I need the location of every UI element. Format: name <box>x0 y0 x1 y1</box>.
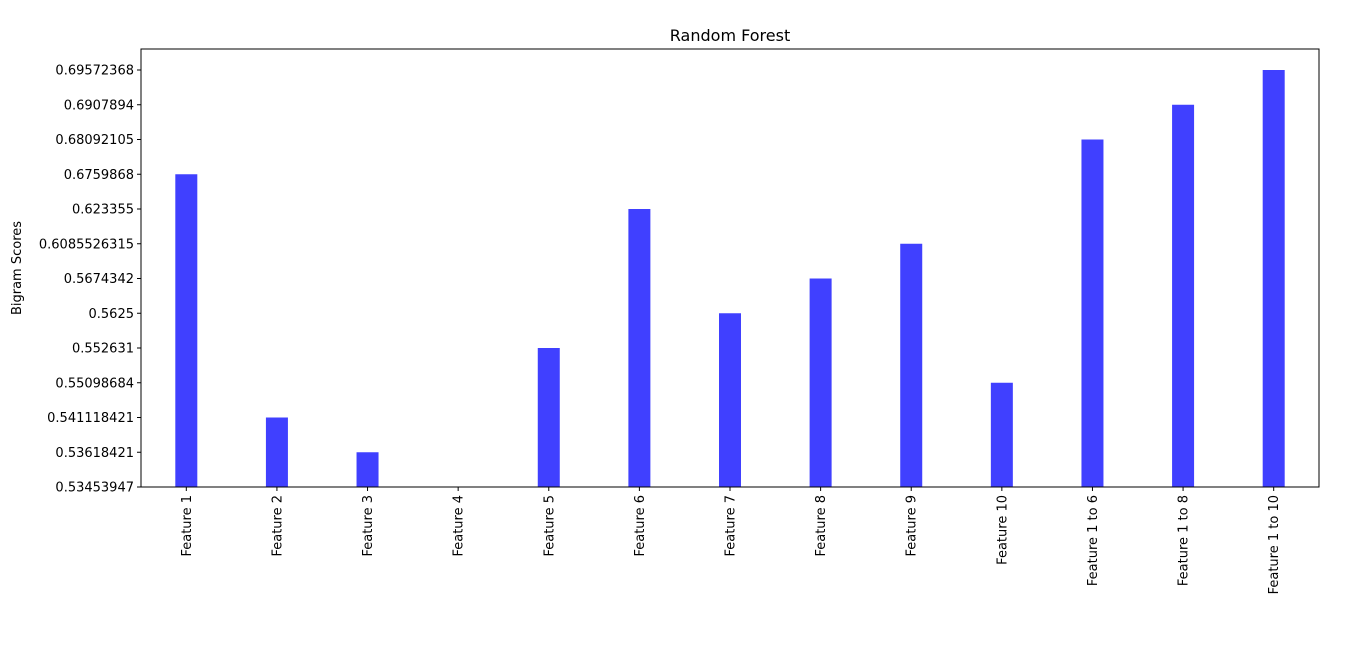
y-tick-label: 0.5625 <box>89 307 135 322</box>
y-tick-label: 0.53618421 <box>55 446 134 461</box>
y-tick-label: 0.69572368 <box>55 64 134 79</box>
bar <box>1081 139 1104 487</box>
y-axis: 0.53453947 0.53618421 0.541118421 0.5509868… <box>39 64 141 496</box>
x-tick-label: Feature 6 <box>633 495 648 557</box>
x-tick-label: Feature 1 to 10 <box>1267 495 1282 594</box>
y-tick-label: 0.68092105 <box>55 133 134 148</box>
bar <box>719 313 741 487</box>
bar <box>356 452 379 487</box>
y-tick-label: 0.623355 <box>72 203 134 218</box>
y-tick-label: 0.541118421 <box>47 411 134 426</box>
x-tick-label: Feature 10 <box>995 495 1010 565</box>
y-tick-label: 0.53453947 <box>55 481 134 496</box>
y-tick-label: 0.5674342 <box>64 272 134 287</box>
bars-layer <box>175 70 1285 487</box>
y-tick-label: 0.55098684 <box>55 376 134 391</box>
bar <box>537 348 560 487</box>
bar <box>900 243 923 487</box>
x-axis: Feature 1 Feature 2 Feature 3 Feature 4 Feat… <box>180 487 1282 594</box>
y-tick-label: 0.6907894 <box>64 98 134 113</box>
x-tick-label: Feature 7 <box>724 495 739 557</box>
x-tick-label: Feature 4 <box>452 495 467 557</box>
y-tick-label: 0.6759868 <box>64 168 134 183</box>
bar <box>1262 70 1285 487</box>
bar <box>809 278 832 487</box>
y-axis-label: Bigram Scores <box>10 221 25 315</box>
x-tick-label: Feature 5 <box>542 495 557 557</box>
bar <box>265 417 288 487</box>
y-tick-label: 0.552631 <box>72 342 134 357</box>
x-tick-label: Feature 2 <box>270 495 285 557</box>
x-tick-label: Feature 1 <box>180 495 195 557</box>
y-tick-label: 0.6085526315 <box>39 237 134 252</box>
x-tick-label: Feature 1 to 8 <box>1177 495 1192 586</box>
bar <box>1172 104 1195 487</box>
x-tick-label: Feature 3 <box>361 495 376 557</box>
bar <box>628 209 651 487</box>
x-tick-label: Feature 8 <box>814 495 829 557</box>
chart-title: Random Forest <box>670 26 790 45</box>
bar <box>175 174 198 487</box>
plot-frame <box>140 48 1320 488</box>
bar <box>990 382 1013 487</box>
x-tick-label: Feature 1 to 6 <box>1086 495 1101 586</box>
x-tick-label: Feature 9 <box>905 495 920 557</box>
